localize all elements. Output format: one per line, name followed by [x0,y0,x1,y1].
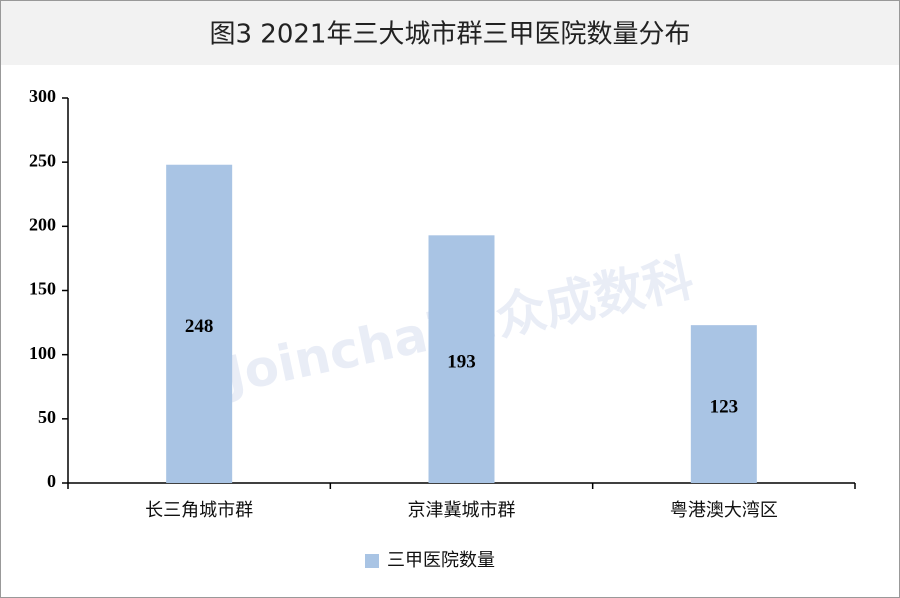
y-tick-label: 200 [29,214,56,234]
x-tick-label: 粤港澳大湾区 [670,500,778,521]
bar [428,235,495,483]
y-tick-label: 50 [38,407,56,427]
y-tick-label: 250 [29,150,56,170]
y-tick-label: 150 [29,279,56,299]
y-tick-label: 300 [29,86,56,106]
bar [690,325,757,483]
data-label: 123 [710,396,739,417]
data-label: 248 [185,316,214,337]
y-tick-label: 0 [47,471,56,491]
chart-title: 图3 2021年三大城市群三甲医院数量分布 [210,20,691,50]
legend-swatch [365,554,379,568]
title-band [1,1,899,65]
data-label: 193 [447,352,476,373]
legend-label: 三甲医院数量 [387,550,495,571]
bar [166,164,233,483]
y-tick-label: 100 [29,343,56,363]
x-tick-label: 长三角城市群 [145,500,253,521]
x-tick-label: 京津冀城市群 [408,500,516,521]
